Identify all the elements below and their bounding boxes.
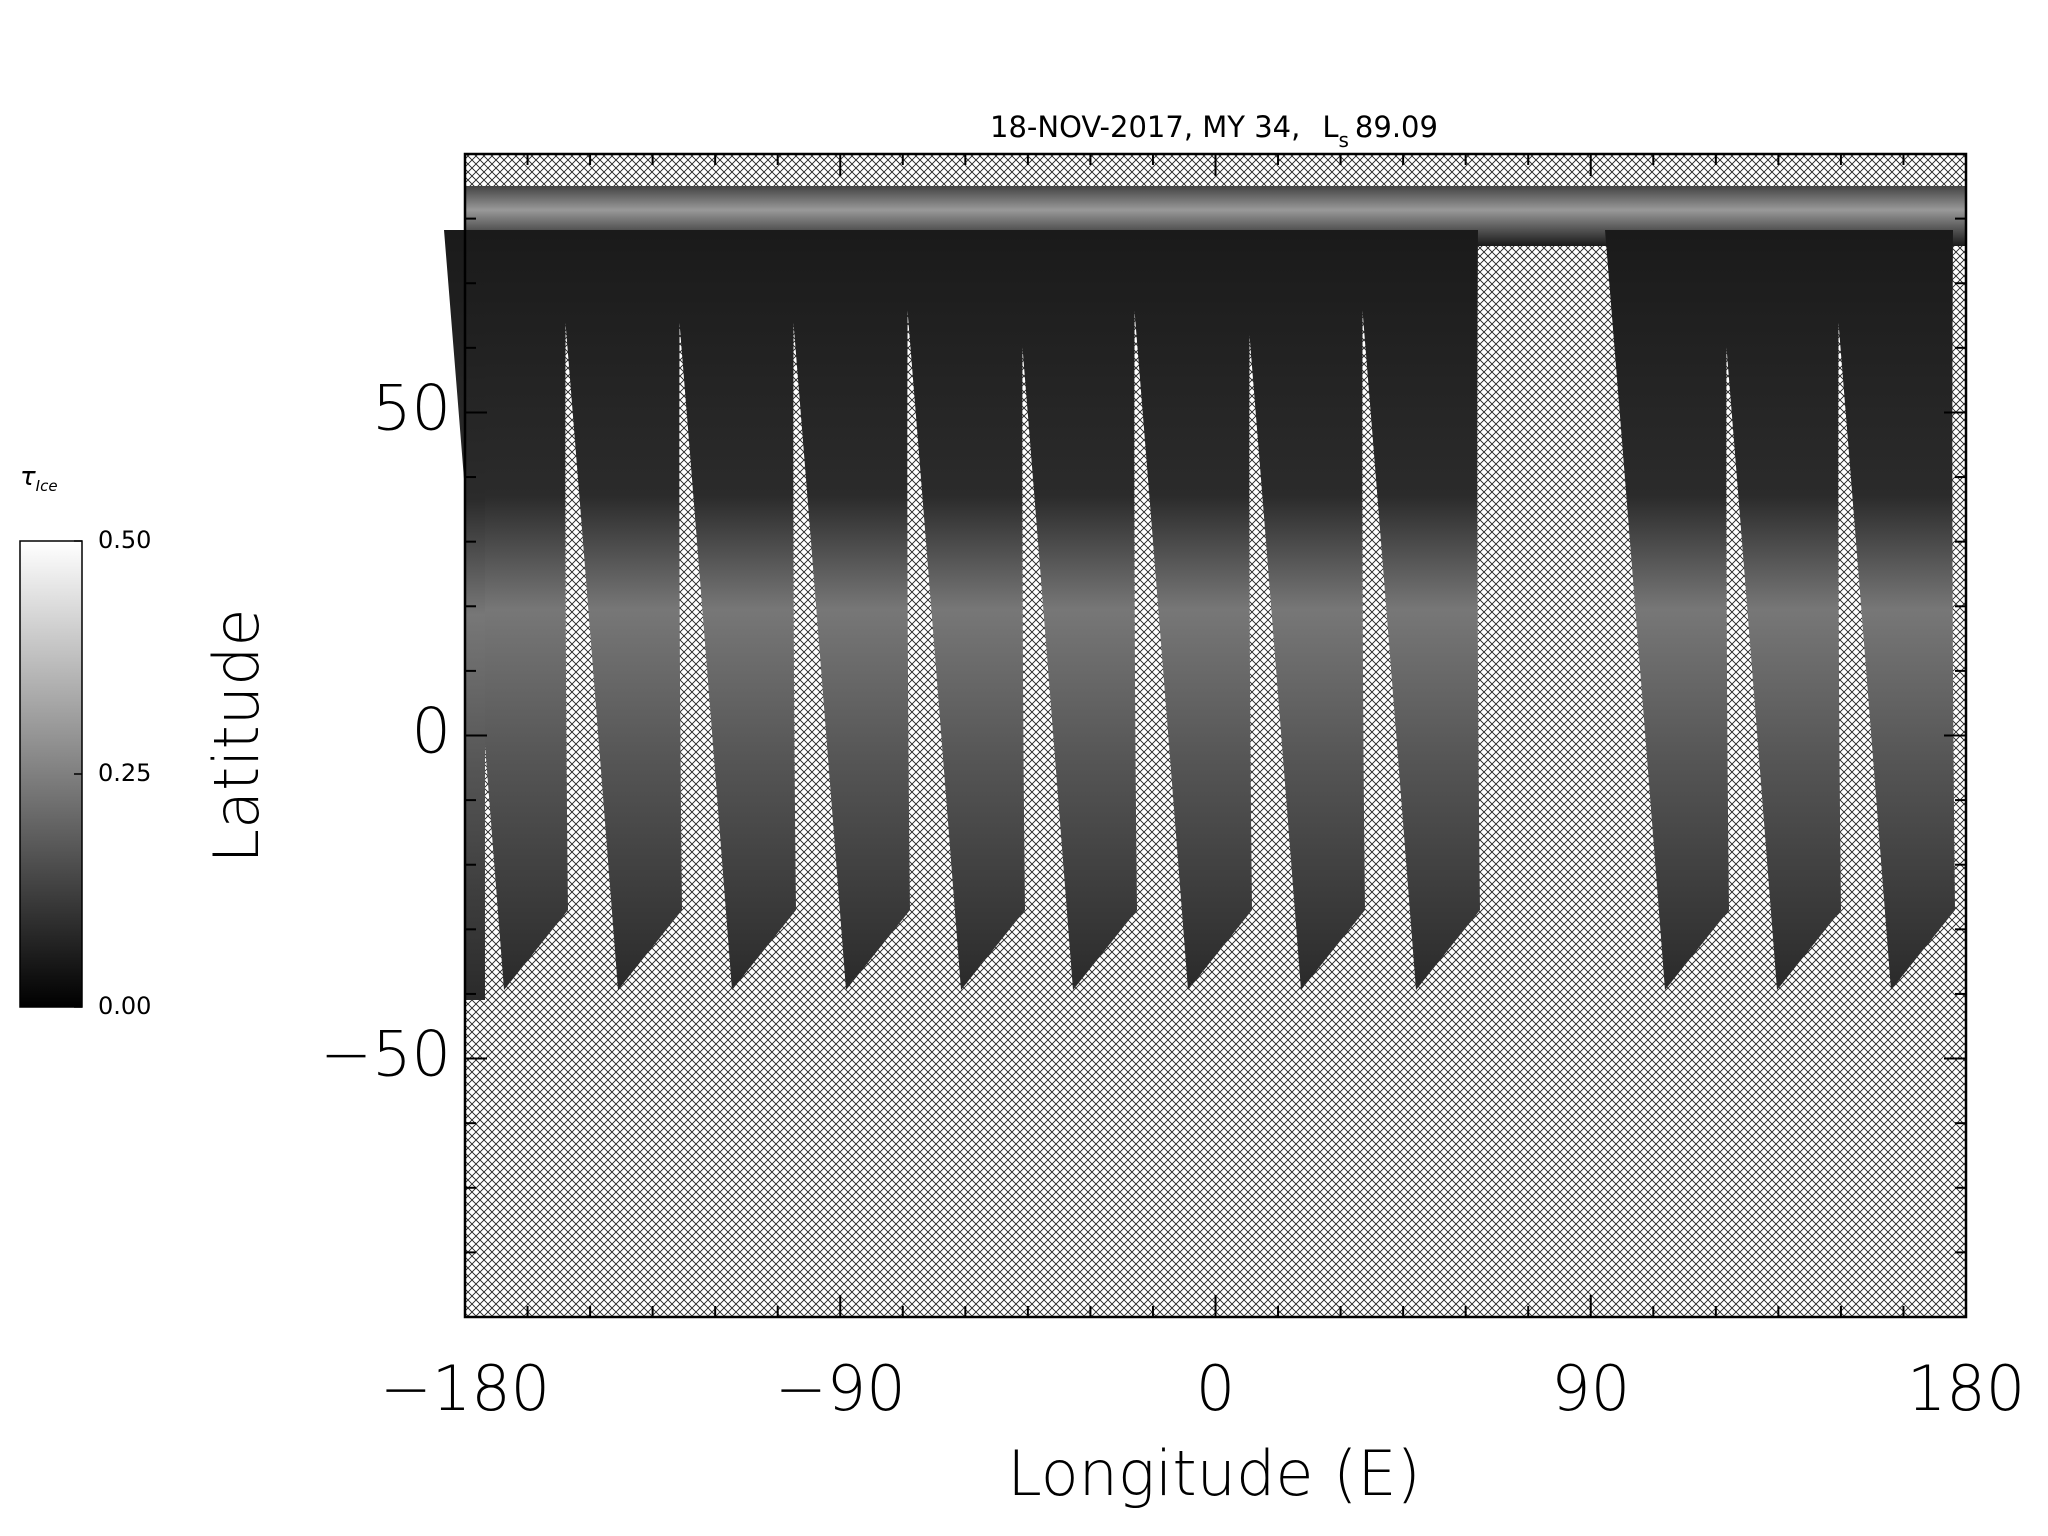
swath [1013, 230, 1137, 990]
y-tick-label: 0 [412, 695, 451, 768]
colorbar-tick-label: 0.25 [98, 759, 151, 787]
y-axis-label: Latitude [200, 608, 273, 863]
colorbar-tick-label: 0.50 [98, 526, 151, 554]
x-tick-label: −90 [775, 1352, 906, 1425]
colorbar-tick-label: 0.00 [98, 992, 151, 1020]
colorbar-sub: Ice [36, 477, 58, 495]
colorbar: 0.00 0.25 0.50 [19, 526, 151, 1020]
chart-title: 18-NOV-2017, MY 34, Ls 89.09 [990, 110, 1438, 152]
swath [1717, 230, 1841, 990]
x-axis-label: Longitude (E) [1007, 1437, 1420, 1510]
colorbar-scale [19, 540, 83, 1008]
x-tick-label: −180 [380, 1352, 550, 1425]
swath [672, 230, 796, 990]
colorbar-label: τIce [20, 462, 58, 495]
swath [1831, 230, 1955, 990]
swath [1128, 230, 1252, 990]
swath [1605, 230, 1729, 990]
title-ls-value: 89.09 [1355, 110, 1438, 144]
y-tick-label: −50 [320, 1018, 451, 1091]
swath [444, 230, 568, 990]
x-tick-label: 180 [1907, 1352, 2025, 1425]
swath [1241, 230, 1365, 990]
y-tick-label: 50 [372, 371, 451, 444]
swath [901, 230, 1025, 990]
title-ls-sub: s [1339, 128, 1349, 152]
swath [1356, 230, 1480, 990]
x-tick-label: 0 [1196, 1352, 1235, 1425]
title-main: 18-NOV-2017, MY 34, [990, 110, 1300, 144]
swath [786, 230, 910, 990]
colorbar-symbol: τ [20, 462, 36, 492]
swaths [444, 186, 1965, 1000]
x-tick-label: 90 [1551, 1352, 1630, 1425]
swath-edge [466, 230, 485, 1000]
title-ls: L [1322, 110, 1338, 144]
swath [558, 230, 682, 990]
